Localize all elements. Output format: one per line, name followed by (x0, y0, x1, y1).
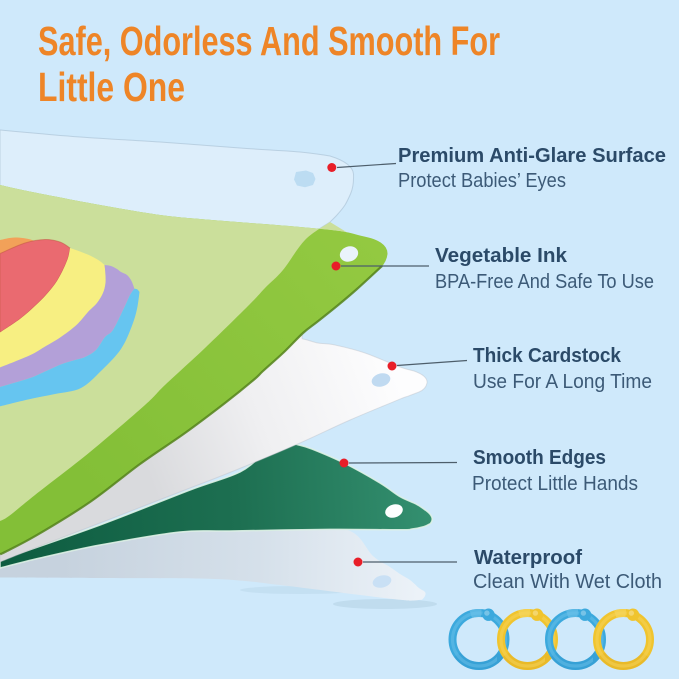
svg-text:Protect Babies’ Eyes: Protect Babies’ Eyes (398, 170, 566, 192)
svg-text:Little One: Little One (38, 64, 185, 110)
svg-text:Waterproof: Waterproof (474, 547, 582, 569)
svg-text:Thick Cardstock: Thick Cardstock (473, 345, 622, 367)
svg-text:Smooth Edges: Smooth Edges (473, 447, 606, 469)
svg-text:Protect Little Hands: Protect Little Hands (472, 473, 638, 495)
svg-text:BPA-Free And Safe To Use: BPA-Free And Safe To Use (435, 271, 654, 293)
svg-text:Clean With Wet Cloth: Clean With Wet Cloth (473, 571, 662, 593)
svg-text:Safe, Odorless And Smooth For: Safe, Odorless And Smooth For (38, 18, 500, 64)
svg-text:Use For A Long Time: Use For A Long Time (473, 371, 652, 393)
svg-text:Premium Anti-Glare Surface: Premium Anti-Glare Surface (398, 145, 666, 167)
svg-text:Vegetable Ink: Vegetable Ink (435, 245, 568, 267)
